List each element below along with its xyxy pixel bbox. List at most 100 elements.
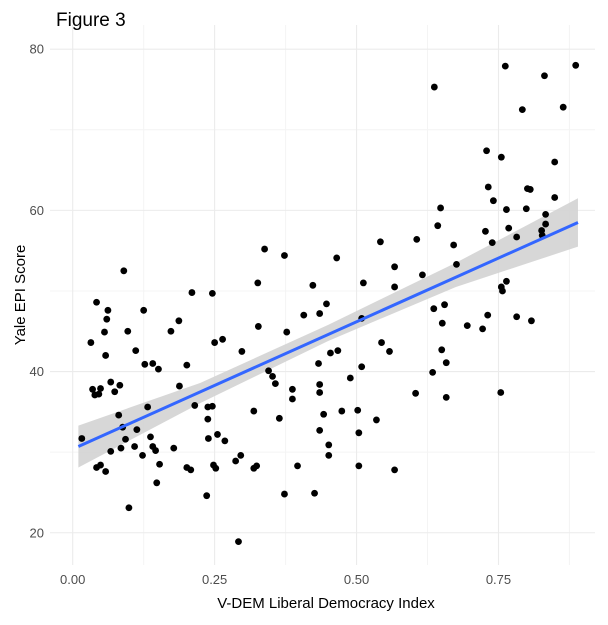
data-point xyxy=(442,393,450,401)
data-point xyxy=(503,206,510,213)
y-tick-label: 80 xyxy=(30,42,44,57)
data-point xyxy=(327,349,334,357)
data-point xyxy=(391,283,398,291)
data-point xyxy=(551,194,559,201)
data-point xyxy=(434,222,442,230)
data-point xyxy=(212,464,220,472)
data-point xyxy=(355,429,363,437)
data-point xyxy=(221,437,229,445)
data-point xyxy=(429,368,437,376)
data-point xyxy=(438,319,446,327)
data-point xyxy=(391,466,398,474)
data-point xyxy=(78,435,86,442)
data-point xyxy=(183,361,191,369)
data-point xyxy=(132,347,140,355)
y-axis-label: Yale EPI Score xyxy=(12,245,29,346)
data-point xyxy=(204,415,212,423)
data-point xyxy=(294,462,301,470)
data-point xyxy=(188,289,196,296)
data-point xyxy=(238,348,246,355)
data-point xyxy=(281,490,288,498)
data-point xyxy=(430,83,438,91)
data-point xyxy=(541,72,548,80)
data-point xyxy=(167,327,175,335)
data-point xyxy=(125,504,133,512)
data-point xyxy=(102,468,110,475)
data-point xyxy=(289,385,296,393)
data-point xyxy=(141,360,149,368)
data-point xyxy=(89,385,96,393)
data-point xyxy=(501,62,509,70)
data-point xyxy=(87,339,95,346)
x-tick-label: 0.75 xyxy=(486,572,511,587)
data-point xyxy=(358,363,366,371)
grid xyxy=(50,25,595,565)
data-point xyxy=(315,360,322,367)
data-point xyxy=(419,271,426,279)
data-point xyxy=(438,346,446,354)
data-point xyxy=(499,287,506,295)
data-point xyxy=(97,461,104,469)
data-point xyxy=(149,360,157,367)
data-point xyxy=(115,411,123,419)
data-point xyxy=(156,460,163,468)
data-point xyxy=(503,277,510,285)
x-axis-label: V-DEM Liberal Democracy Index xyxy=(217,595,435,612)
data-point xyxy=(378,339,385,346)
y-tick-label: 40 xyxy=(30,364,44,379)
data-point xyxy=(95,390,103,398)
data-point xyxy=(170,444,178,452)
points-group xyxy=(78,61,580,546)
data-point xyxy=(437,204,444,212)
data-point xyxy=(484,183,492,191)
data-point xyxy=(275,414,283,422)
x-tick-label: 0.50 xyxy=(344,572,369,587)
data-point xyxy=(153,479,161,487)
data-point xyxy=(323,300,330,308)
data-point xyxy=(442,359,450,367)
data-point xyxy=(338,407,346,415)
data-point xyxy=(572,61,580,69)
data-point xyxy=(483,147,490,155)
data-point xyxy=(430,305,438,313)
data-point xyxy=(412,389,420,397)
data-point xyxy=(333,254,341,262)
data-point xyxy=(542,211,550,218)
data-point xyxy=(479,325,486,333)
data-point xyxy=(144,403,152,411)
data-point xyxy=(235,538,242,546)
data-point xyxy=(559,103,567,111)
data-point xyxy=(488,239,496,247)
data-point xyxy=(102,352,110,359)
data-point xyxy=(542,220,550,228)
data-point xyxy=(254,323,262,330)
y-tick-label: 20 xyxy=(30,525,44,540)
fit-line-group xyxy=(77,221,579,448)
data-point xyxy=(513,313,521,321)
data-point xyxy=(107,447,115,455)
data-point xyxy=(489,197,497,205)
data-point xyxy=(316,310,324,317)
data-point xyxy=(133,426,141,433)
data-point xyxy=(93,298,100,306)
data-point xyxy=(281,252,288,259)
y-tick-label: 60 xyxy=(30,203,44,218)
data-point xyxy=(450,241,458,249)
data-point xyxy=(147,433,154,441)
data-point xyxy=(187,466,195,474)
data-point xyxy=(131,443,138,450)
data-point xyxy=(453,260,460,268)
data-point xyxy=(111,388,119,396)
x-tick-label: 0.00 xyxy=(60,572,85,587)
data-point xyxy=(211,339,219,346)
data-point xyxy=(253,462,261,470)
data-point xyxy=(526,186,534,193)
data-point xyxy=(140,306,148,314)
data-point xyxy=(204,435,212,442)
data-point xyxy=(497,153,505,161)
data-point xyxy=(269,373,276,380)
data-point xyxy=(513,233,521,241)
data-point xyxy=(373,416,380,424)
data-point xyxy=(386,348,393,355)
